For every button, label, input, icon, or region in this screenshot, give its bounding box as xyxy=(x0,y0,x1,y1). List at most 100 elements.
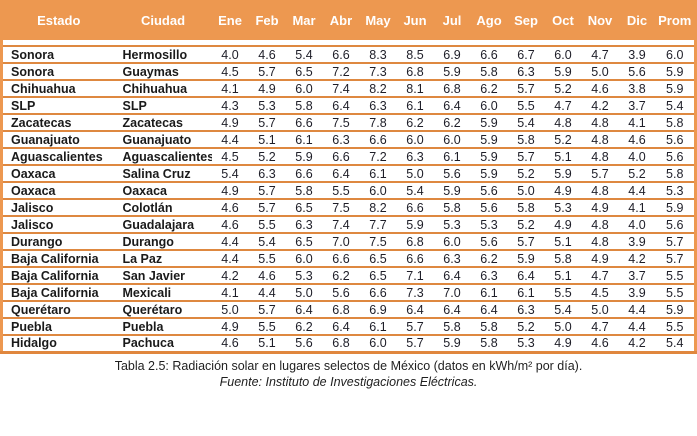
cell-mar: 6.5 xyxy=(285,62,323,80)
cell-prom: 5.9 xyxy=(655,300,696,318)
cell-oct: 5.1 xyxy=(544,147,582,165)
cell-oct: 5.2 xyxy=(544,130,582,148)
cell-dic: 4.1 xyxy=(618,198,656,216)
cell-oct: 4.9 xyxy=(544,181,582,199)
cell-ene: 4.9 xyxy=(211,113,249,131)
cell-ciudad: SLP xyxy=(114,96,212,114)
cell-sep: 5.0 xyxy=(507,181,545,199)
cell-ene: 4.4 xyxy=(211,130,249,148)
cell-nov: 5.7 xyxy=(581,164,619,182)
cell-sep: 5.7 xyxy=(507,232,545,250)
cell-nov: 4.7 xyxy=(581,317,619,335)
cell-mar: 6.2 xyxy=(285,317,323,335)
cell-jul: 7.0 xyxy=(433,283,471,301)
cell-abr: 6.6 xyxy=(322,249,360,267)
cell-may: 6.6 xyxy=(359,283,397,301)
cell-ene: 4.1 xyxy=(211,283,249,301)
cell-prom: 5.6 xyxy=(655,215,696,233)
column-header-abr: Abr xyxy=(322,0,360,40)
cell-ene: 4.6 xyxy=(211,334,249,352)
cell-ene: 4.3 xyxy=(211,96,249,114)
cell-jun: 6.8 xyxy=(396,62,434,80)
cell-jun: 5.7 xyxy=(396,334,434,352)
cell-jun: 7.3 xyxy=(396,283,434,301)
cell-jul: 5.9 xyxy=(433,181,471,199)
cell-abr: 7.2 xyxy=(322,62,360,80)
cell-sep: 5.4 xyxy=(507,113,545,131)
cell-abr: 7.5 xyxy=(322,198,360,216)
cell-prom: 6.0 xyxy=(655,45,696,63)
cell-ago: 5.9 xyxy=(470,164,508,182)
cell-may: 7.2 xyxy=(359,147,397,165)
cell-prom: 5.7 xyxy=(655,232,696,250)
cell-mar: 6.3 xyxy=(285,215,323,233)
cell-jun: 6.0 xyxy=(396,130,434,148)
cell-ciudad: Pachuca xyxy=(114,334,212,352)
table-row: SLP SLP 4.3 5.3 5.8 6.4 6.3 6.1 6.4 6.0 5.5 4.7 4.2 3… xyxy=(1,96,696,114)
cell-ago: 5.9 xyxy=(470,113,508,131)
cell-estado: Querétaro xyxy=(1,300,115,318)
cell-may: 6.0 xyxy=(359,181,397,199)
cell-ciudad: Hermosillo xyxy=(114,45,212,63)
cell-jun: 6.1 xyxy=(396,96,434,114)
cell-prom: 5.9 xyxy=(655,79,696,97)
cell-sep: 5.7 xyxy=(507,79,545,97)
cell-prom: 5.8 xyxy=(655,113,696,131)
cell-ene: 4.5 xyxy=(211,147,249,165)
cell-mar: 6.1 xyxy=(285,130,323,148)
cell-mar: 6.0 xyxy=(285,249,323,267)
column-header-sep: Sep xyxy=(507,0,545,40)
cell-feb: 5.7 xyxy=(248,198,286,216)
cell-estado: Oaxaca xyxy=(1,164,115,182)
cell-sep: 6.1 xyxy=(507,283,545,301)
cell-ene: 4.6 xyxy=(211,198,249,216)
cell-oct: 5.1 xyxy=(544,266,582,284)
cell-jun: 5.9 xyxy=(396,215,434,233)
cell-sep: 5.7 xyxy=(507,147,545,165)
cell-jul: 5.8 xyxy=(433,198,471,216)
cell-sep: 6.7 xyxy=(507,45,545,63)
cell-ago: 5.8 xyxy=(470,334,508,352)
cell-sep: 6.3 xyxy=(507,300,545,318)
cell-may: 7.3 xyxy=(359,62,397,80)
table-row: Puebla Puebla 4.9 5.5 6.2 6.4 6.1 5.7 5.8 5.8 5.2 5… xyxy=(1,317,696,335)
cell-jul: 5.3 xyxy=(433,215,471,233)
cell-jul: 6.4 xyxy=(433,96,471,114)
cell-estado: Sonora xyxy=(1,45,115,63)
column-header-ene: Ene xyxy=(211,0,249,40)
cell-sep: 5.3 xyxy=(507,334,545,352)
cell-may: 8.2 xyxy=(359,79,397,97)
cell-estado: Zacatecas xyxy=(1,113,115,131)
cell-ene: 4.9 xyxy=(211,181,249,199)
cell-jun: 6.6 xyxy=(396,198,434,216)
cell-estado: Puebla xyxy=(1,317,115,335)
cell-feb: 5.5 xyxy=(248,317,286,335)
cell-dic: 5.2 xyxy=(618,164,656,182)
cell-estado: Baja California xyxy=(1,283,115,301)
table-row: Baja California San Javier 4.2 4.6 5.3 6.2 6.5… xyxy=(1,266,696,284)
cell-prom: 5.8 xyxy=(655,164,696,182)
cell-mar: 5.9 xyxy=(285,147,323,165)
cell-ciudad: Querétaro xyxy=(114,300,212,318)
table-row: Oaxaca Salina Cruz 5.4 6.3 6.6 6.4 6.1 5.0 5.6 5.… xyxy=(1,164,696,182)
cell-feb: 5.7 xyxy=(248,62,286,80)
cell-ciudad: Zacatecas xyxy=(114,113,212,131)
cell-may: 7.8 xyxy=(359,113,397,131)
cell-may: 6.6 xyxy=(359,130,397,148)
cell-estado: Guanajuato xyxy=(1,130,115,148)
cell-ago: 5.6 xyxy=(470,198,508,216)
cell-mar: 6.6 xyxy=(285,113,323,131)
cell-estado: SLP xyxy=(1,96,115,114)
cell-ciudad: La Paz xyxy=(114,249,212,267)
cell-oct: 4.9 xyxy=(544,215,582,233)
cell-jun: 6.2 xyxy=(396,113,434,131)
cell-dic: 4.0 xyxy=(618,147,656,165)
table-row: Sonora Guaymas 4.5 5.7 6.5 7.2 7.3 6.8 5.9 5.8 6.3… xyxy=(1,62,696,80)
cell-nov: 4.8 xyxy=(581,147,619,165)
cell-dic: 3.9 xyxy=(618,45,656,63)
cell-may: 7.5 xyxy=(359,232,397,250)
cell-ciudad: Guaymas xyxy=(114,62,212,80)
cell-may: 6.1 xyxy=(359,317,397,335)
cell-prom: 5.4 xyxy=(655,334,696,352)
column-header-dic: Dic xyxy=(618,0,656,40)
